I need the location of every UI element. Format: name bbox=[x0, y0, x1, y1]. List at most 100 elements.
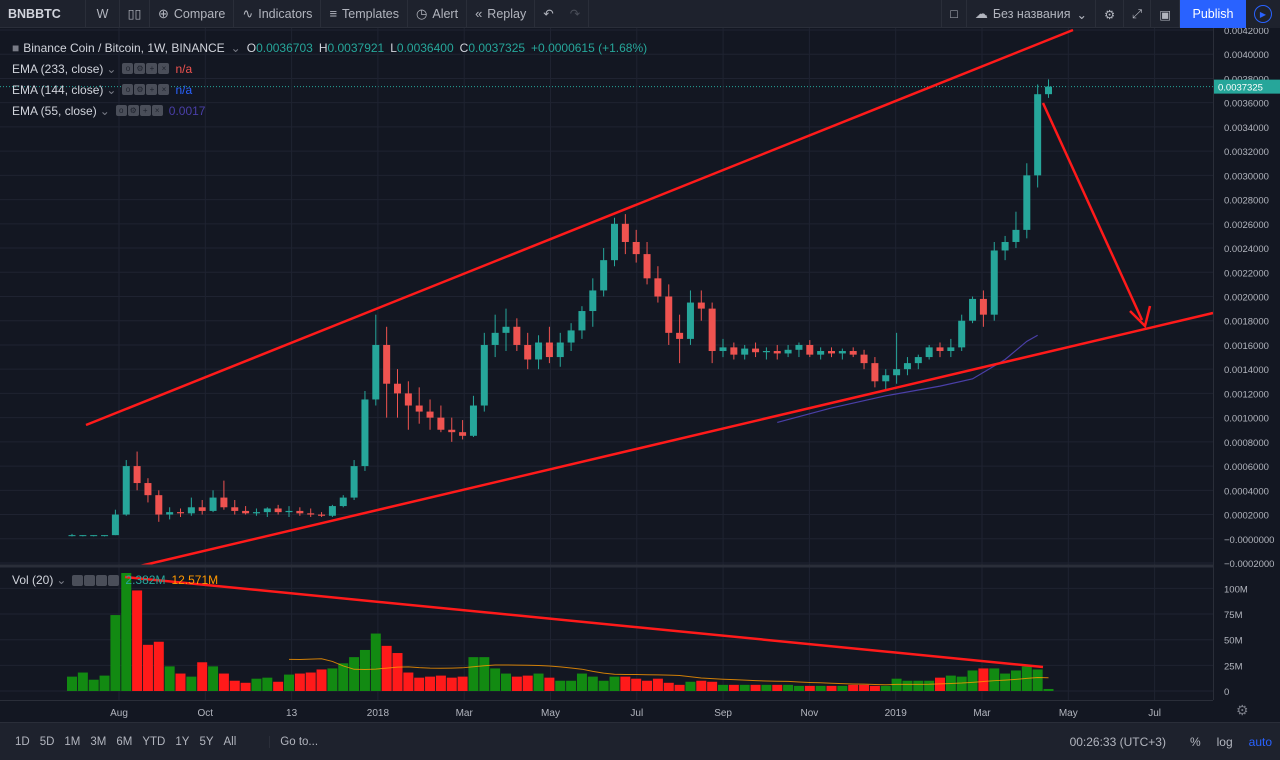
chevron-down-icon[interactable]: ⌄ bbox=[99, 103, 110, 118]
templates-button[interactable]: ≡ Templates bbox=[321, 0, 409, 28]
volume-value: 2.382M bbox=[125, 573, 166, 587]
study-buttons[interactable] bbox=[72, 574, 120, 586]
range-3m[interactable]: 3M bbox=[90, 735, 107, 748]
range-all[interactable]: All bbox=[223, 735, 237, 748]
time-tick-label: Mar bbox=[973, 708, 991, 719]
bottom-toolbar: 1D 5D 1M 3M 6M YTD 1Y 5Y All Go to... 00… bbox=[0, 722, 1280, 760]
candle-body bbox=[1001, 241, 1009, 251]
indicators-button[interactable]: ∿ Indicators bbox=[234, 0, 322, 28]
candle-body bbox=[177, 512, 184, 514]
range-ytd[interactable]: YTD bbox=[142, 735, 166, 748]
axis-settings-gear-icon[interactable]: ⚙ bbox=[1236, 702, 1249, 718]
symbol-search[interactable]: BNBBTC bbox=[0, 0, 86, 28]
candle-body bbox=[361, 399, 369, 467]
study-buttons[interactable]: o ⚙ + × bbox=[115, 105, 163, 116]
ema55-line bbox=[777, 334, 1038, 424]
study-buttons[interactable]: o ⚙ + × bbox=[122, 63, 170, 74]
candle-body bbox=[350, 466, 358, 498]
candle-body bbox=[220, 497, 228, 508]
gear-icon[interactable]: ⚙ bbox=[134, 84, 146, 95]
range-1m[interactable]: 1M bbox=[64, 735, 81, 748]
chevron-down-icon[interactable]: ⌄ bbox=[56, 573, 67, 587]
alert-label: Alert bbox=[432, 6, 459, 21]
close-icon[interactable]: × bbox=[158, 63, 170, 74]
eye-icon[interactable]: o bbox=[115, 105, 127, 116]
price-tick-label: 0.0018000 bbox=[1224, 317, 1269, 328]
settings-button[interactable]: ⚙ bbox=[1096, 0, 1125, 28]
volume-bar bbox=[208, 666, 219, 691]
time-tick-label: Nov bbox=[801, 708, 819, 719]
redo-button[interactable]: ↷ bbox=[562, 0, 590, 28]
layout-name-button[interactable]: ☁ Без названия ⌄ bbox=[967, 0, 1096, 28]
fullscreen-layout-button[interactable]: □ bbox=[941, 0, 967, 28]
time-axis[interactable]: Aug Oct 13 2018 Mar May Jul Sep Nov 2019 Mar May Jul bbox=[0, 700, 1213, 722]
candle-body bbox=[903, 363, 911, 370]
chevron-down-icon[interactable]: ⌄ bbox=[106, 61, 117, 76]
series-menu-icon[interactable]: ⌄ bbox=[230, 40, 241, 55]
bottom-right: 00:26:33 (UTC+3) % log auto bbox=[1062, 723, 1280, 760]
publish-button[interactable]: Publish bbox=[1180, 0, 1246, 28]
candle-body bbox=[187, 507, 195, 514]
price-tick-label: 0.0002000 bbox=[1224, 511, 1269, 522]
range-5y[interactable]: 5Y bbox=[199, 735, 214, 748]
ema144-legend[interactable]: EMA (144, close) ⌄ o ⚙ + × n/a bbox=[12, 79, 647, 100]
ema55-legend[interactable]: EMA (55, close) ⌄ o ⚙ + × 0.0017 bbox=[12, 100, 647, 121]
snapshot-button[interactable]: ▣ bbox=[1151, 0, 1180, 28]
close-icon[interactable]: × bbox=[151, 105, 163, 116]
price-tick-label: 0.0042000 bbox=[1224, 28, 1269, 37]
range-1d[interactable]: 1D bbox=[15, 735, 30, 748]
indicators-icon: ∿ bbox=[242, 5, 254, 21]
interval-button[interactable]: W bbox=[86, 0, 120, 28]
range-1y[interactable]: 1Y bbox=[175, 735, 190, 748]
gear-icon[interactable]: ⚙ bbox=[127, 105, 139, 116]
fullscreen-button[interactable]: ⤢ bbox=[1124, 0, 1152, 28]
play-button[interactable]: ▶ bbox=[1246, 0, 1280, 28]
replay-button[interactable]: « Replay bbox=[467, 0, 536, 28]
overlay-lines bbox=[85, 28, 1214, 686]
price-axis[interactable]: 0.00420000.00400000.00380000.00360000.00… bbox=[1213, 28, 1280, 700]
compare-button[interactable]: ⊕ Compare bbox=[150, 0, 235, 28]
alert-button[interactable]: ◷ Alert bbox=[408, 0, 468, 28]
candle-body bbox=[198, 507, 206, 511]
low-value: 0.0036400 bbox=[396, 40, 454, 55]
candle-body bbox=[578, 311, 586, 331]
log-toggle[interactable]: log bbox=[1216, 735, 1233, 749]
gear-icon[interactable] bbox=[84, 574, 96, 586]
redo-icon: ↷ bbox=[569, 7, 581, 21]
eye-icon[interactable] bbox=[72, 574, 84, 586]
eye-icon[interactable]: o bbox=[122, 84, 134, 95]
close-icon[interactable] bbox=[108, 574, 120, 586]
price-tick-label: 0.0020000 bbox=[1224, 293, 1269, 304]
chevron-down-icon[interactable]: ⌄ bbox=[106, 82, 117, 97]
clock-label[interactable]: 00:26:33 (UTC+3) bbox=[1069, 735, 1166, 749]
study-buttons[interactable]: o ⚙ + × bbox=[122, 84, 170, 95]
plus-icon[interactable]: + bbox=[146, 84, 158, 95]
gear-icon[interactable]: ⚙ bbox=[134, 63, 146, 74]
auto-toggle[interactable]: auto bbox=[1248, 735, 1272, 749]
price-tick-label: 0.0032000 bbox=[1224, 147, 1269, 158]
volume-legend[interactable]: Vol (20) ⌄ 2.382M 12.571M bbox=[12, 573, 218, 587]
low-label: L bbox=[390, 40, 397, 55]
percent-toggle[interactable]: % bbox=[1189, 735, 1201, 749]
price-tick-label: 0.0004000 bbox=[1224, 486, 1269, 497]
plus-icon[interactable] bbox=[96, 574, 108, 586]
goto-button[interactable]: Go to... bbox=[269, 735, 318, 748]
chart-type-button[interactable]: ▯▯ bbox=[120, 0, 150, 28]
undo-button[interactable]: ↶ bbox=[535, 0, 561, 28]
ema233-legend[interactable]: EMA (233, close) ⌄ o ⚙ + × n/a bbox=[12, 58, 647, 79]
candle-body bbox=[611, 223, 618, 261]
volume-bar bbox=[761, 684, 772, 691]
forecast-arrow-head bbox=[1129, 305, 1152, 329]
plus-icon[interactable]: + bbox=[146, 63, 158, 74]
collapse-icon[interactable]: ■ bbox=[12, 40, 20, 55]
candle-body bbox=[394, 383, 401, 394]
volume-bar bbox=[468, 657, 479, 691]
range-6m[interactable]: 6M bbox=[116, 735, 133, 748]
volume-bar bbox=[891, 678, 902, 691]
symbol-label: BNBBTC bbox=[8, 6, 61, 21]
close-icon[interactable]: × bbox=[158, 84, 170, 95]
range-5d[interactable]: 5D bbox=[39, 735, 55, 748]
volume-bar bbox=[728, 684, 739, 691]
eye-icon[interactable]: o bbox=[122, 63, 134, 74]
plus-icon[interactable]: + bbox=[139, 105, 151, 116]
